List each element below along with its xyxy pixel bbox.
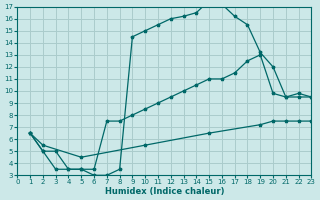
X-axis label: Humidex (Indice chaleur): Humidex (Indice chaleur) bbox=[105, 187, 224, 196]
